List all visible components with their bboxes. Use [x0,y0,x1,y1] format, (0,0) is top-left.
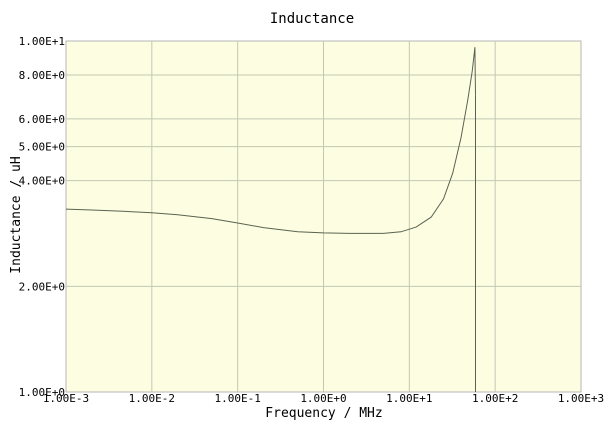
y-axis-ticks: 1.00E+0 2.00E+0 4.00E+0 5.00E+0 6.00E+0 8.00E… [19,35,65,399]
grid [66,41,581,392]
y-tick-label: 6.00E+0 [19,113,65,126]
y-tick-label: 4.00E+0 [19,175,65,188]
y-tick-label: 1.00E+1 [19,35,65,48]
x-tick-label: 1.00E+0 [300,392,346,405]
y-tick-label: 2.00E+0 [19,280,65,293]
x-tick-label: 1.00E-2 [129,392,175,405]
series-line [65,47,476,234]
x-tick-label: 1.00E-3 [43,392,89,405]
x-tick-label: 1.00E+1 [386,392,432,405]
y-tick-label: 1.00E+0 [19,386,65,399]
y-axis-label: Inductance / uH [9,156,24,273]
x-axis-ticks: 1.00E-3 1.00E-2 1.00E-1 1.00E+0 1.00E+1 1.00E… [43,392,604,405]
y-tick-label: 8.00E+0 [19,69,65,82]
x-axis-label: Frequency / MHz [265,406,382,421]
chart-title: Inductance [270,11,354,27]
x-tick-label: 1.00E+2 [472,392,518,405]
x-tick-label: 1.00E-1 [214,392,260,405]
x-tick-label: 1.00E+3 [558,392,604,405]
y-tick-label: 5.00E+0 [19,141,65,154]
